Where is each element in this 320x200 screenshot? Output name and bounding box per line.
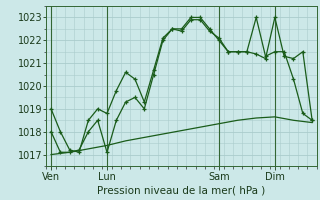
X-axis label: Pression niveau de la mer( hPa ): Pression niveau de la mer( hPa ) (98, 186, 266, 196)
